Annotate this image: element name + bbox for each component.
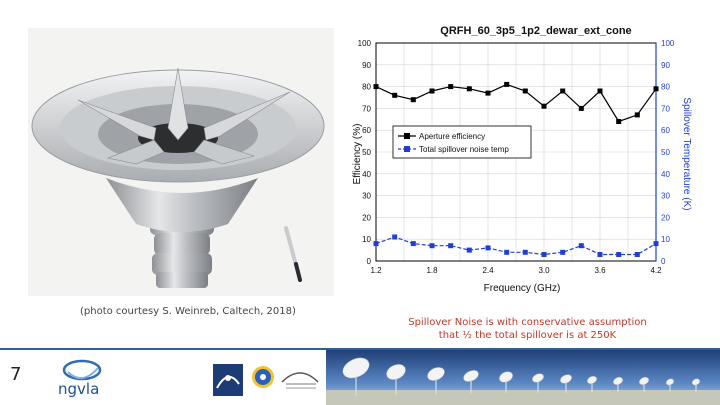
antenna-array-banner <box>326 350 720 405</box>
y-left-tick-label: 90 <box>362 61 371 70</box>
data-point-aperture-efficiency <box>616 119 622 124</box>
x-tick-label: 3.6 <box>594 266 606 275</box>
spillover-note: Spillover Noise is with conservative ass… <box>395 316 660 342</box>
data-point-spillover-noise-temp <box>597 252 603 257</box>
data-point-aperture-efficiency <box>466 86 472 92</box>
series-line-aperture-efficiency <box>375 83 657 123</box>
data-point-aperture-efficiency <box>597 88 603 94</box>
y-right-tick-label: 0 <box>661 257 666 266</box>
horn-photo <box>28 28 334 296</box>
efficiency-chart: QRFH_60_3p5_1p2_dewar_ext_cone 0 10 20 30 40… <box>346 16 692 300</box>
series-line-spillover-noise-temp <box>375 236 657 256</box>
y-left-tick-label: 0 <box>367 257 372 266</box>
spillover-note-line-1: Spillover Noise is with conservative ass… <box>408 317 647 328</box>
data-point-aperture-efficiency <box>578 105 584 111</box>
y-right-tick-label: 80 <box>661 83 670 92</box>
data-point-aperture-efficiency <box>560 88 566 94</box>
x-tick-label: 2.4 <box>482 266 494 275</box>
legend-marker-aperture <box>404 133 410 139</box>
data-point-spillover-noise-temp <box>634 252 640 257</box>
chart-axes <box>375 42 657 262</box>
legend-box <box>392 125 532 159</box>
data-point-spillover-noise-temp <box>410 241 416 247</box>
y-left-tick-label: 60 <box>362 126 371 135</box>
x-axis-label: Frequency (GHz) <box>484 283 561 294</box>
chart-legend: Aperture efficiency Total spillover nois… <box>392 125 532 159</box>
ngvla-logo-text: ngvla <box>58 380 99 398</box>
chart-title: QRFH_60_3p5_1p2_dewar_ext_cone <box>440 25 631 37</box>
y-right-tick-label: 100 <box>661 39 675 48</box>
data-point-spillover-noise-temp <box>373 241 379 247</box>
y-left-tick-label: 10 <box>362 235 371 244</box>
nsf-logo <box>252 366 274 388</box>
data-point-aperture-efficiency <box>541 103 547 109</box>
y-left-tick-label: 80 <box>362 83 371 92</box>
series-layer <box>373 81 659 257</box>
ngvla-logo: ngvla <box>58 359 102 398</box>
y-right-tick-label: 90 <box>661 61 670 70</box>
y-left-tick-label: 50 <box>362 148 371 157</box>
legend-marker-spillover <box>404 146 410 152</box>
data-point-aperture-efficiency <box>504 81 510 87</box>
data-point-aperture-efficiency <box>653 86 659 92</box>
data-point-spillover-noise-temp <box>504 249 510 255</box>
observatory-logo <box>281 372 319 389</box>
y-left-tick-label: 40 <box>362 170 371 179</box>
y-right-tick-label: 20 <box>661 213 670 222</box>
x-tick-label: 4.2 <box>650 266 662 275</box>
y-right-tick-label: 10 <box>661 235 670 244</box>
y-axis-label-left: Efficiency (%) <box>352 124 363 185</box>
nrao-logo <box>213 364 243 396</box>
y-axis-label-right: Spillover Temperature (K) <box>681 97 692 210</box>
data-point-spillover-noise-temp <box>560 249 566 255</box>
legend-label-spillover: Total spillover noise temp <box>419 145 509 154</box>
x-tick-label: 3.0 <box>538 266 550 275</box>
x-tick-label: 1.8 <box>426 266 438 275</box>
legend-label-aperture: Aperture efficiency <box>419 132 485 141</box>
y-right-tick-label: 70 <box>661 104 670 113</box>
data-point-spillover-noise-temp <box>541 252 547 257</box>
data-point-aperture-efficiency <box>373 84 379 90</box>
data-point-aperture-efficiency <box>634 112 640 118</box>
data-point-spillover-noise-temp <box>466 247 472 253</box>
y-right-tick-labels: 0 10 20 30 40 50 60 70 80 90 100 <box>661 39 675 266</box>
data-point-aperture-efficiency <box>522 88 528 94</box>
data-point-aperture-efficiency <box>429 88 435 94</box>
footer-rule <box>0 348 720 350</box>
data-point-aperture-efficiency <box>485 90 491 96</box>
data-point-spillover-noise-temp <box>653 241 659 247</box>
y-left-tick-label: 30 <box>362 192 371 201</box>
data-point-spillover-noise-temp <box>392 234 398 240</box>
y-left-tick-label: 70 <box>362 104 371 113</box>
y-left-tick-label: 20 <box>362 213 371 222</box>
y-left-tick-labels: 0 10 20 30 40 50 60 70 80 90 100 <box>358 39 372 266</box>
y-right-tick-label: 50 <box>661 148 670 157</box>
data-point-spillover-noise-temp <box>429 243 435 249</box>
data-point-spillover-noise-temp <box>485 245 491 251</box>
data-point-aperture-efficiency <box>410 97 416 103</box>
photo-caption: (photo courtesy S. Weinreb, Caltech, 201… <box>80 306 296 317</box>
data-point-spillover-noise-temp <box>522 249 528 255</box>
chart-svg: QRFH_60_3p5_1p2_dewar_ext_cone 0 10 20 30 40… <box>352 25 692 294</box>
page-number: 7 <box>10 364 22 385</box>
y-right-tick-label: 40 <box>661 170 670 179</box>
spillover-note-line-2: that ½ the total spillover is at 250K <box>438 330 617 341</box>
y-left-tick-label: 100 <box>358 39 372 48</box>
data-point-spillover-noise-temp <box>578 243 584 249</box>
x-tick-label: 1.2 <box>370 266 382 275</box>
data-point-aperture-efficiency <box>392 92 398 98</box>
x-tick-labels: 1.2 1.8 2.4 3.0 3.6 4.2 <box>370 266 662 275</box>
data-point-spillover-noise-temp <box>616 252 622 257</box>
y-right-tick-label: 60 <box>661 126 670 135</box>
antenna-array-illustration <box>326 357 720 405</box>
y-right-tick-label: 30 <box>661 192 670 201</box>
data-point-spillover-noise-temp <box>448 243 454 249</box>
data-point-aperture-efficiency <box>448 84 454 90</box>
horn-illustration <box>28 28 334 296</box>
